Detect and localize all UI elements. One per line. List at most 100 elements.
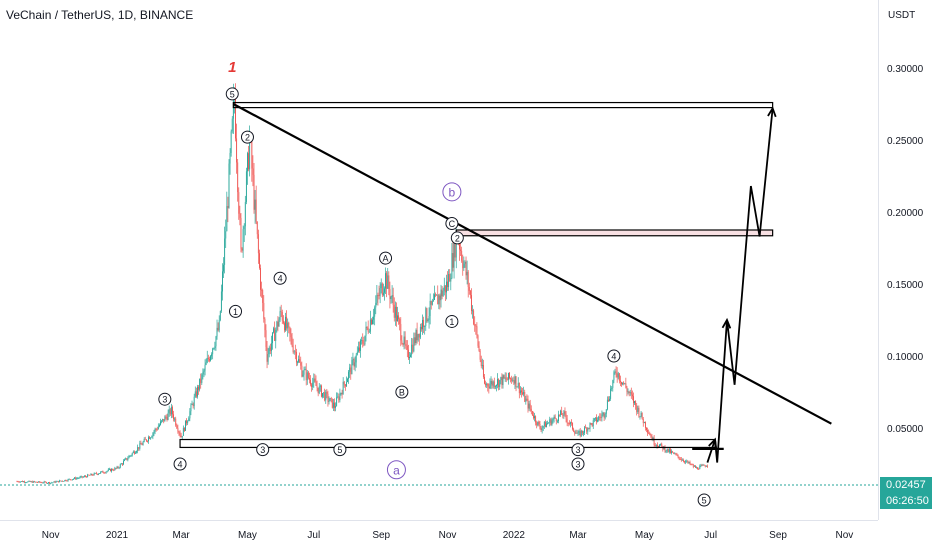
candle-body xyxy=(290,334,292,338)
candle-body xyxy=(340,392,342,394)
candle-body xyxy=(299,359,301,363)
candle-body xyxy=(514,376,516,384)
candle-body xyxy=(331,398,333,408)
candle-body xyxy=(573,429,575,432)
y-tick-label: 0.10000 xyxy=(887,352,924,363)
candle-body xyxy=(527,399,529,409)
candle-body xyxy=(689,461,691,465)
candle-body xyxy=(326,391,328,394)
candle-body xyxy=(636,405,638,412)
candle-body xyxy=(130,455,132,457)
candle-body xyxy=(274,328,276,341)
candle-body xyxy=(151,436,153,438)
candle-body xyxy=(668,449,670,452)
candle-body xyxy=(220,291,222,312)
candle-body xyxy=(215,336,217,347)
candle-body xyxy=(644,421,646,428)
candle-body xyxy=(591,423,593,426)
candle-body xyxy=(50,482,52,484)
candle-body xyxy=(225,231,227,239)
candle-body xyxy=(153,431,155,434)
candle-body xyxy=(75,477,77,480)
chart-title: VeChain / TetherUS, 1D, BINANCE xyxy=(6,8,194,22)
candle-body xyxy=(180,435,182,438)
svg-text:3: 3 xyxy=(576,460,581,470)
candle-body xyxy=(678,456,680,459)
candle-body xyxy=(338,396,340,401)
candle-body xyxy=(120,463,122,465)
candle-body xyxy=(155,428,157,430)
candle-body xyxy=(44,481,46,483)
candle-body xyxy=(675,453,677,455)
candle-body xyxy=(548,422,550,424)
candle-body xyxy=(292,345,294,353)
candle-body xyxy=(459,241,460,250)
candle-body xyxy=(26,482,28,484)
candle-body xyxy=(590,423,592,424)
wave-label: 3 xyxy=(571,443,585,457)
candle-body xyxy=(212,348,214,355)
candle-body xyxy=(706,466,708,467)
candle-body xyxy=(82,476,84,478)
candle-body xyxy=(534,416,535,419)
candle-body xyxy=(78,477,80,479)
candle-body xyxy=(167,412,169,420)
candle-body xyxy=(384,288,385,293)
candle-body xyxy=(462,260,464,269)
candle-body xyxy=(177,428,179,432)
candle-body xyxy=(493,381,495,388)
candle-body xyxy=(136,451,138,453)
candle-body xyxy=(513,380,515,384)
candle-body xyxy=(621,381,622,385)
candle-body xyxy=(616,373,618,378)
candle-body xyxy=(36,481,37,483)
candle-body xyxy=(105,471,107,473)
candle-body xyxy=(256,221,258,235)
candle-body xyxy=(599,416,601,418)
candle-body xyxy=(363,343,365,345)
candle-body xyxy=(70,479,72,481)
projection-arrowhead xyxy=(721,317,732,329)
candle-body xyxy=(478,345,480,351)
candle-body xyxy=(507,372,509,380)
candle-body xyxy=(236,138,238,163)
candle-body xyxy=(479,350,481,360)
candle-body xyxy=(460,249,462,251)
candle-body xyxy=(304,369,306,371)
candle-body xyxy=(53,481,55,483)
candle-body xyxy=(416,330,418,341)
candle-body xyxy=(129,455,131,457)
candle-body xyxy=(484,377,485,384)
candle-body xyxy=(466,271,468,276)
candle-body xyxy=(600,417,602,418)
candle-body xyxy=(463,263,465,269)
candle-body xyxy=(491,380,493,386)
candle-body xyxy=(160,421,161,425)
candle-body xyxy=(76,478,78,480)
candle-body xyxy=(262,289,264,303)
candle-body xyxy=(612,380,614,388)
candle-body xyxy=(430,300,432,305)
candle-body xyxy=(679,458,681,460)
candle-body xyxy=(168,409,170,413)
candle-body xyxy=(252,168,254,175)
candle-body xyxy=(583,432,584,434)
candle-body xyxy=(435,294,437,296)
candle-body xyxy=(518,382,520,394)
candle-body xyxy=(446,281,447,293)
candle-body xyxy=(539,424,541,429)
candle-body xyxy=(191,404,193,405)
candle-body xyxy=(31,481,33,483)
candle-body xyxy=(693,466,695,467)
candle-body xyxy=(115,467,117,469)
candle-body xyxy=(659,445,661,448)
candle-body xyxy=(245,171,247,202)
candle-body xyxy=(114,467,116,471)
candle-body xyxy=(19,481,21,483)
candle-body xyxy=(341,392,343,395)
candle-body xyxy=(611,387,613,389)
svg-text:4: 4 xyxy=(178,460,183,470)
candle-body xyxy=(362,339,364,344)
candle-body xyxy=(403,336,405,345)
svg-text:C: C xyxy=(449,219,456,229)
